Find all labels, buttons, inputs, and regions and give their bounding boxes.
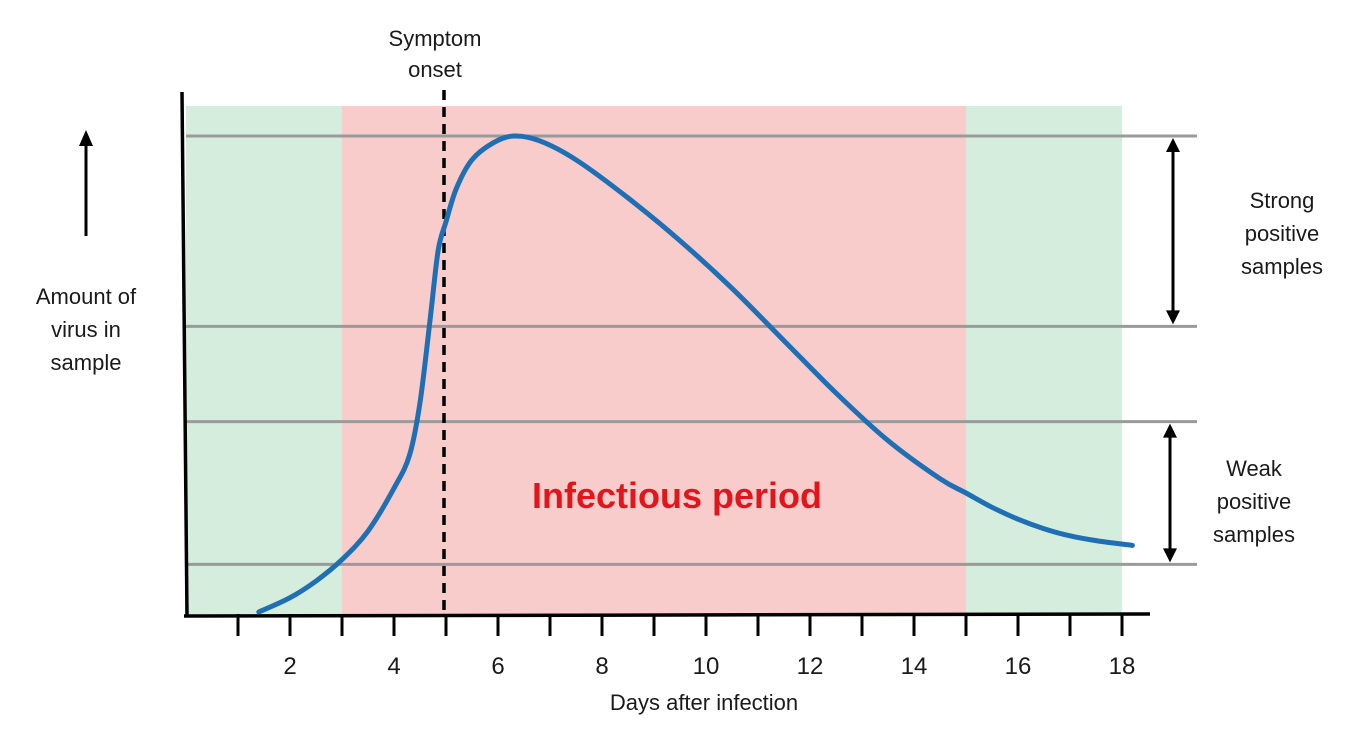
x-tick-label-8: 8 [595, 653, 608, 680]
symptom-onset-label-0: Symptom [389, 26, 482, 51]
x-tick-label-6: 6 [491, 653, 504, 680]
x-tick-label-12: 12 [797, 653, 824, 680]
bracket-label-1-1: positive [1217, 489, 1292, 514]
bracket-label-0-0: Strong [1250, 188, 1315, 213]
y-axis [180, 91, 189, 618]
y-axis-label-1: virus in [51, 317, 121, 342]
region-infectious [342, 106, 966, 614]
bracket-arrow-top-0 [1166, 138, 1180, 152]
region-post-infectious [966, 106, 1122, 614]
x-axis [183, 612, 1151, 618]
y-arrow-head [79, 130, 93, 146]
x-tick-label-14: 14 [901, 653, 928, 680]
y-axis-label-0: Amount of [36, 284, 137, 309]
bracket-arrow-bottom-0 [1166, 310, 1180, 325]
x-tick-label-16: 16 [1005, 653, 1032, 680]
infectious-period-label: Infectious period [532, 475, 822, 516]
x-tick-label-18: 18 [1109, 653, 1136, 680]
x-axis-label: Days after infection [610, 690, 798, 715]
bracket-arrow-bottom-1 [1163, 548, 1177, 563]
bracket-arrow-top-1 [1163, 423, 1177, 438]
bracket-label-1-0: Weak [1226, 456, 1283, 481]
x-tick-label-10: 10 [693, 653, 720, 680]
symptom-onset-label-1: onset [408, 57, 462, 82]
x-tick-label-2: 2 [283, 653, 296, 680]
bracket-label-0-2: samples [1241, 254, 1323, 279]
bracket-label-1-2: samples [1213, 522, 1295, 547]
x-tick-label-4: 4 [387, 653, 400, 680]
y-axis-label-2: sample [51, 350, 122, 375]
region-pre-infectious [186, 106, 342, 614]
series-line-0 [256, 133, 1135, 615]
bracket-label-0-1: positive [1245, 221, 1320, 246]
